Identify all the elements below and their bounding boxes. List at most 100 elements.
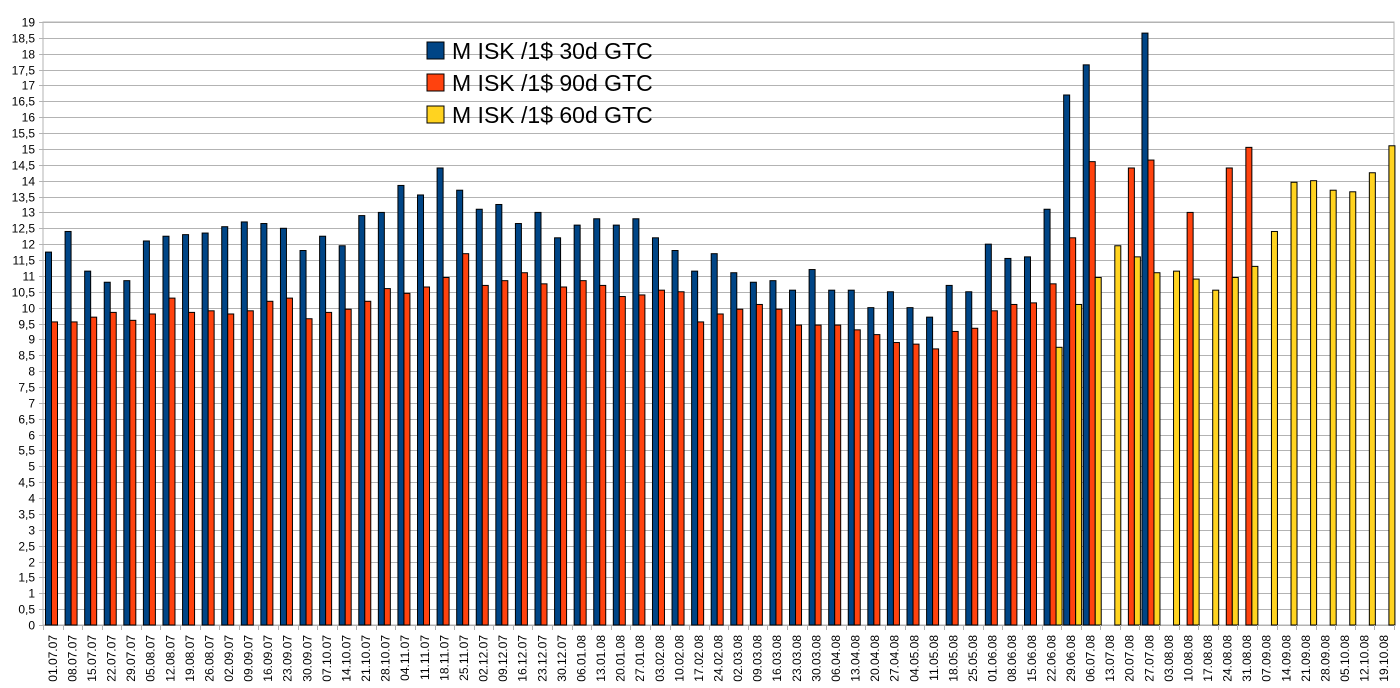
- x-tick-label: 30.03.08: [809, 635, 823, 682]
- bar-2: [755, 303, 763, 626]
- bar-2: [912, 343, 920, 626]
- bar-2: [462, 253, 470, 626]
- bar-1: [769, 280, 777, 626]
- bar-3: [1212, 289, 1220, 626]
- x-tick-label: 01.06.08: [986, 635, 1000, 682]
- y-tick-label: 15: [22, 143, 36, 157]
- y-tick-label: 16: [22, 111, 36, 125]
- x-tick-label: 10.08.08: [1181, 635, 1195, 682]
- bar-2: [442, 276, 450, 626]
- x-tick-label: 04.11.07: [398, 635, 412, 681]
- bar-3: [1133, 256, 1141, 626]
- bar-2: [814, 324, 822, 626]
- bar-2: [853, 329, 861, 626]
- x-tick-label: 30.09.07: [300, 635, 314, 682]
- y-tick-label: 18: [22, 48, 36, 62]
- y-tick-label: 14: [22, 175, 36, 189]
- y-tick-label: 10,5: [12, 286, 36, 300]
- x-tick-label: 16.12.07: [516, 635, 530, 682]
- x-tick-label: 02.03.08: [731, 635, 745, 682]
- legend-label-3: M ISK /1$ 60d GTC: [452, 102, 653, 128]
- y-tick-label: 8: [28, 365, 35, 379]
- legend: M ISK /1$ 30d GTC M ISK /1$ 90d GTC M ISK …: [426, 38, 653, 128]
- bar-1: [886, 291, 894, 626]
- bar-2: [1088, 161, 1096, 626]
- bar-3: [1349, 191, 1357, 626]
- bar-2: [168, 297, 176, 626]
- bar-1: [984, 243, 992, 626]
- bar-2: [423, 286, 431, 626]
- bar-1: [397, 184, 405, 626]
- x-tick-label: 12.08.07: [163, 635, 177, 682]
- x-tick-label: 21.10.07: [359, 635, 373, 682]
- bar-2: [129, 319, 137, 626]
- bar-1: [495, 203, 503, 626]
- bar-1: [965, 291, 973, 626]
- y-tick-label: 7: [28, 397, 35, 411]
- x-tick-label: 29.06.08: [1064, 635, 1078, 682]
- x-tick-label: 25.11.07: [457, 635, 471, 681]
- legend-swatch-3: [426, 105, 445, 124]
- x-tick-label: 24.02.08: [712, 635, 726, 682]
- y-tick-label: 15,5: [12, 127, 36, 141]
- x-tick-label: 30.12.07: [555, 635, 569, 682]
- x-tick-label: 06.01.08: [574, 635, 588, 682]
- bar-2: [834, 324, 842, 626]
- bar-1: [632, 218, 640, 626]
- bar-3: [1231, 276, 1239, 626]
- bar-1: [789, 289, 797, 626]
- bar-1: [554, 237, 562, 626]
- x-tick-label: 20.07.08: [1123, 635, 1137, 682]
- bar-1: [182, 234, 190, 626]
- x-axis-ticks: 01.07.07 08.07.07 15.07.07 22.07.07 29.07.07…: [43, 625, 1395, 682]
- x-tick-label: 27.01.08: [633, 635, 647, 682]
- bar-1: [828, 289, 836, 626]
- bar-2: [285, 297, 293, 626]
- bar-1: [221, 226, 229, 626]
- y-tick-label: 0,5: [18, 603, 35, 617]
- bar-1: [1004, 257, 1012, 626]
- bar-3: [1192, 278, 1200, 626]
- bar-2: [51, 321, 58, 626]
- bar-2: [560, 286, 568, 626]
- bar-2: [344, 308, 352, 626]
- x-tick-label: 12.10.08: [1358, 635, 1372, 682]
- bar-1: [671, 250, 679, 626]
- bar-1: [749, 281, 757, 626]
- bar-1: [1043, 208, 1051, 626]
- x-tick-label: 15.06.08: [1025, 635, 1039, 682]
- x-tick-label: 05.10.08: [1338, 635, 1352, 682]
- bar-2: [501, 280, 509, 626]
- x-tick-label: 23.12.07: [535, 635, 549, 682]
- bar-1: [299, 250, 307, 626]
- bar-2: [305, 318, 313, 626]
- legend-swatch-2: [426, 73, 445, 92]
- legend-swatch-1: [426, 41, 445, 60]
- x-tick-label: 02.09.07: [222, 635, 236, 682]
- y-tick-label: 5: [28, 460, 35, 474]
- x-tick-label: 08.06.08: [1005, 635, 1019, 682]
- y-tick-label: 4,5: [18, 476, 35, 490]
- bar-1: [456, 189, 464, 626]
- x-tick-label: 09.09.07: [242, 635, 256, 682]
- y-tick-label: 9,5: [18, 318, 35, 332]
- bar-3: [1251, 265, 1259, 626]
- x-tick-label: 17.08.08: [1201, 635, 1215, 682]
- bar-2: [657, 289, 665, 626]
- x-tick-label: 02.12.07: [477, 635, 491, 682]
- bar-2: [207, 310, 215, 626]
- x-tick-label: 22.06.08: [1044, 635, 1058, 682]
- bar-2: [109, 311, 117, 626]
- bar-1: [319, 235, 327, 626]
- bar-2: [971, 327, 979, 626]
- bar-1: [691, 270, 699, 626]
- y-tick-label: 2,5: [18, 540, 35, 554]
- bar-2: [677, 291, 685, 626]
- x-tick-label: 28.10.07: [379, 635, 393, 682]
- x-tick-label: 03.08.08: [1162, 635, 1176, 682]
- bar-1: [867, 307, 875, 626]
- bar-3: [1368, 172, 1376, 626]
- bar-1: [808, 269, 816, 626]
- y-tick-label: 16,5: [12, 95, 36, 109]
